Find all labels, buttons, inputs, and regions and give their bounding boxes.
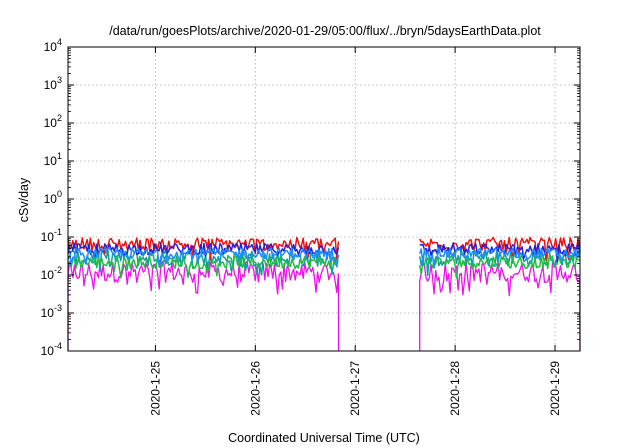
y-tick-label: 10-3	[41, 303, 62, 320]
tick-layer	[68, 46, 580, 352]
series-line-3-segment-0	[67, 254, 339, 279]
series-line-5-segment-0	[67, 260, 340, 352]
x-tick-label: 2020-1-29	[548, 361, 562, 416]
y-tick-label: 100	[44, 189, 62, 206]
x-tick-label: 2020-1-26	[248, 361, 262, 416]
series-line-5-segment-1	[419, 261, 581, 352]
y-tick-label: 10-1	[41, 227, 62, 244]
x-tick-label: 2020-1-25	[148, 361, 162, 416]
chart-title: /data/run/goesPlots/archive/2020-01-29/0…	[109, 24, 541, 38]
x-axis-label: Coordinated Universal Time (UTC)	[228, 431, 420, 445]
series-layer	[67, 236, 581, 352]
y-tick-label: 10-4	[41, 341, 62, 358]
x-tick-label: 2020-1-27	[348, 361, 362, 416]
y-tick-label: 10-2	[41, 265, 62, 282]
series-line-1-segment-1	[419, 242, 581, 262]
y-tick-label: 101	[44, 151, 62, 168]
series-line-1-segment-0	[67, 242, 340, 257]
y-tick-labels: 10-4 10-3 10-2 10-1 100 101 102 103 104	[41, 37, 62, 358]
grid	[68, 47, 580, 351]
y-axis-label: cSv/day	[17, 177, 31, 222]
y-tick-label: 104	[44, 37, 62, 54]
series-line-3-segment-1	[418, 254, 581, 279]
x-tick-labels: 2020-1-25 2020-1-26 2020-1-27 2020-1-28 2020…	[148, 361, 562, 416]
y-tick-label: 103	[44, 75, 62, 92]
x-tick-label: 2020-1-28	[448, 361, 462, 416]
series-line-4-segment-0	[67, 247, 340, 268]
series-line-4-segment-1	[418, 247, 581, 269]
y-tick-label: 102	[44, 113, 62, 130]
